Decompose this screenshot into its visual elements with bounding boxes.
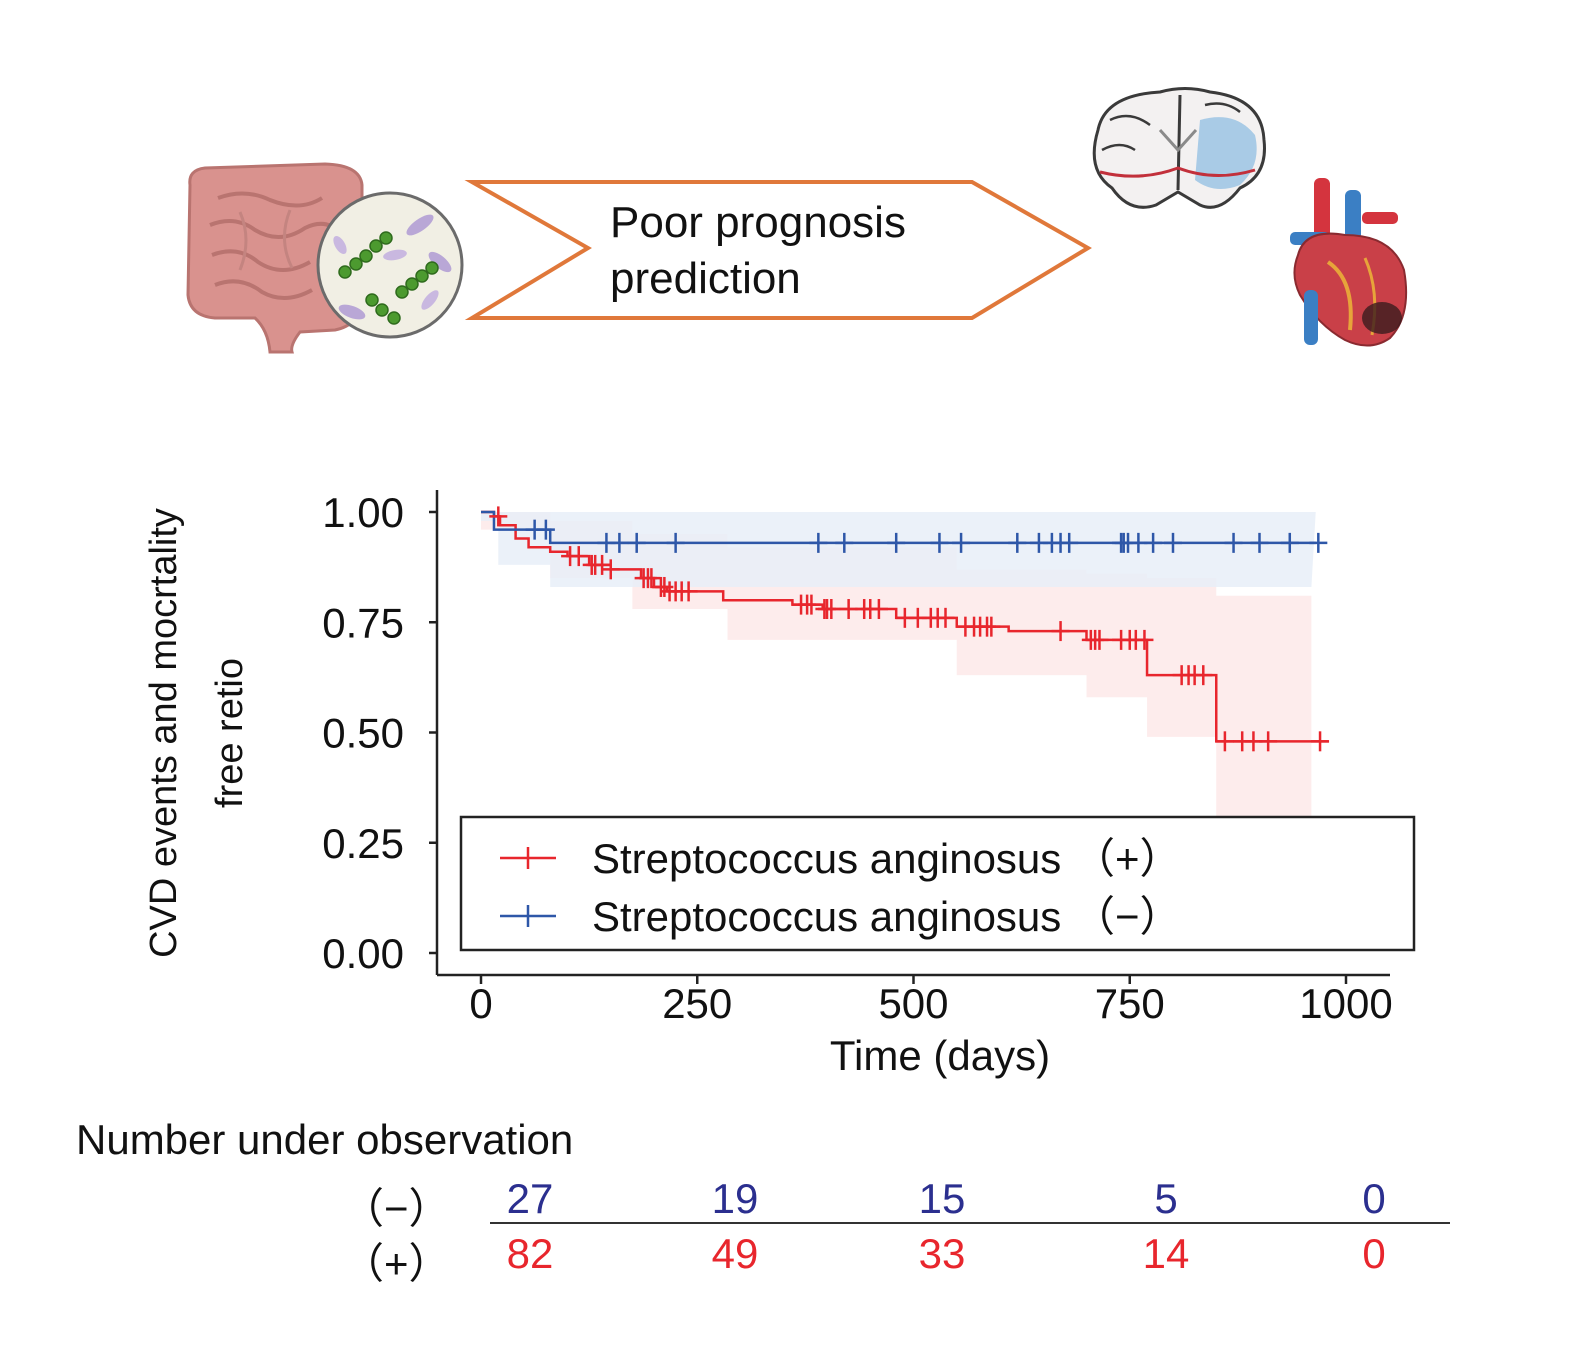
intestine-icon xyxy=(186,162,364,354)
censor-mark xyxy=(982,616,1001,637)
y-axis-label-line2: free retio xyxy=(209,658,251,808)
x-tick-label: 750 xyxy=(1095,980,1165,1027)
censor-mark xyxy=(569,546,588,567)
censor-mark xyxy=(593,554,612,575)
banner-arrow xyxy=(464,180,1092,320)
banner-text: Poor prognosis prediction xyxy=(610,195,906,307)
censor-mark xyxy=(1060,532,1079,553)
x-axis-label: Time (days) xyxy=(830,1032,1050,1079)
censor-mark xyxy=(1224,532,1243,553)
censor-mark xyxy=(839,599,858,620)
risk-count: 5 xyxy=(1154,1175,1178,1222)
censor-mark xyxy=(1051,621,1070,642)
censor-mark xyxy=(642,568,661,589)
y-ticks: 0.00 0.25 0.50 0.75 1.00 xyxy=(322,489,437,977)
censor-mark xyxy=(666,532,685,553)
risk-count: 27 xyxy=(506,1175,554,1222)
censor-mark xyxy=(627,532,646,553)
legend-label: Streptococcus anginosus （+） xyxy=(592,835,1181,882)
censor-mark xyxy=(809,532,828,553)
y-tick-label: 0.75 xyxy=(322,599,404,646)
censor-mark xyxy=(869,599,888,620)
censor-mark xyxy=(822,599,841,620)
risk-count: 49 xyxy=(711,1230,759,1277)
censor-mark xyxy=(536,519,555,540)
x-tick-label: 250 xyxy=(662,980,732,1027)
censor-mark xyxy=(1215,731,1234,752)
risk-count: 82 xyxy=(506,1230,554,1277)
heart-icon xyxy=(1290,178,1408,347)
risk-count: 0 xyxy=(1362,1230,1386,1277)
banner-line2: prediction xyxy=(610,254,801,303)
censor-mark xyxy=(601,559,620,580)
censor-mark xyxy=(489,506,508,527)
censor-mark xyxy=(887,532,906,553)
censor-mark xyxy=(802,594,821,615)
risk-row-label: （+） xyxy=(342,1240,451,1287)
censor-mark xyxy=(1144,532,1163,553)
censor-mark xyxy=(1194,665,1213,686)
censor-mark xyxy=(1280,532,1299,553)
censor-mark xyxy=(1164,532,1182,553)
brain-icon xyxy=(1092,87,1266,209)
x-tick-label: 0 xyxy=(469,980,492,1027)
legend-label: Streptococcus anginosus （−） xyxy=(592,893,1181,940)
ci-band-negative xyxy=(481,512,1316,587)
censor-mark xyxy=(936,607,955,628)
censor-mark xyxy=(610,532,629,553)
y-axis-label-line1: CVD events and mocrtality xyxy=(143,508,185,958)
risk-count: 14 xyxy=(1142,1230,1190,1277)
censor-marks xyxy=(489,506,1330,752)
risk-table-divider xyxy=(490,1222,1450,1224)
risk-count: 0 xyxy=(1362,1175,1386,1222)
censor-mark xyxy=(1311,731,1330,752)
legend-item-positive: Streptococcus anginosus （+） xyxy=(500,835,1181,882)
bacteria-icon xyxy=(316,191,464,339)
censor-mark xyxy=(930,532,949,553)
censor-mark xyxy=(679,581,698,602)
y-tick-label: 1.00 xyxy=(322,489,404,536)
censor-mark xyxy=(1250,532,1269,553)
risk-count: 15 xyxy=(918,1175,966,1222)
risk-row-label: （−） xyxy=(342,1185,451,1232)
risk-table-title: Number under observation xyxy=(76,1116,574,1163)
banner-line1: Poor prognosis xyxy=(610,198,906,247)
legend-box xyxy=(459,815,1416,952)
y-tick-label: 0.50 xyxy=(322,710,404,757)
censor-mark xyxy=(952,532,971,553)
risk-count: 33 xyxy=(918,1230,966,1277)
censor-mark xyxy=(1008,532,1027,553)
censor-mark xyxy=(1135,629,1154,650)
censor-mark xyxy=(835,532,854,553)
km-chart: 0.00 0.25 0.50 0.75 1.00 0 250 500 750 1000 Time… xyxy=(143,489,1416,1079)
x-tick-label: 500 xyxy=(878,980,948,1027)
legend: Streptococcus anginosus （+） Streptococcus… xyxy=(459,815,1416,952)
y-tick-label: 0.00 xyxy=(322,930,404,977)
risk-count: 19 xyxy=(711,1175,759,1222)
x-ticks: 0 250 500 750 1000 xyxy=(469,975,1393,1027)
y-tick-label: 0.25 xyxy=(322,820,404,867)
censor-mark xyxy=(1259,731,1278,752)
x-tick-label: 1000 xyxy=(1299,980,1392,1027)
censor-mark xyxy=(1090,629,1109,650)
censor-mark xyxy=(1309,532,1328,553)
legend-item-negative: Streptococcus anginosus （−） xyxy=(500,893,1181,940)
